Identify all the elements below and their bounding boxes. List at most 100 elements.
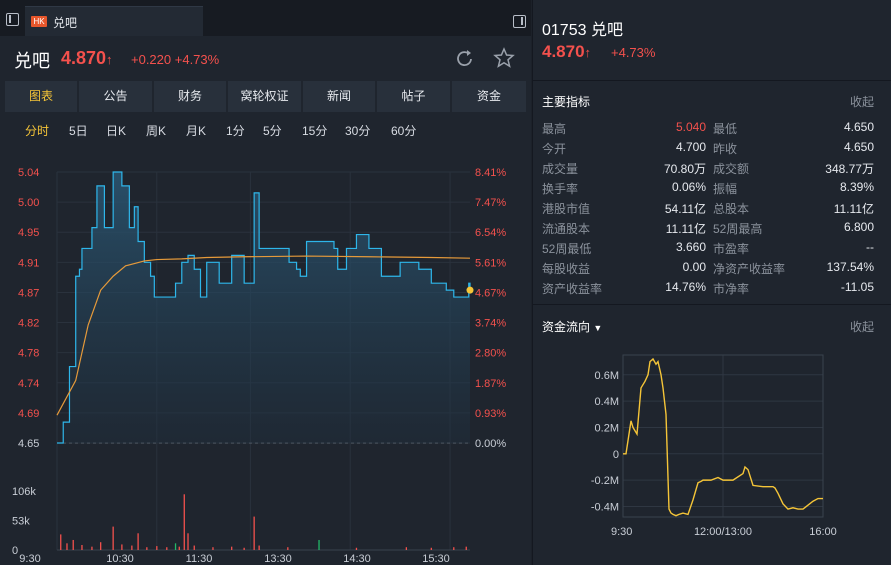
tab-posts[interactable]: 帖子 (377, 81, 450, 112)
flow-x-label: 12:00/13:00 (694, 526, 752, 538)
tab-warrants[interactable]: 窝轮权证 (228, 81, 301, 112)
y-pct-label: 8.41% (475, 167, 506, 179)
hk-badge: HK (31, 16, 47, 27)
last-price-dot (466, 286, 474, 294)
metric-label: 成交量 (542, 162, 579, 176)
toggle-left-panel-icon[interactable] (6, 13, 19, 26)
metric-label: 最高 (542, 122, 567, 136)
price-change: +0.220 +4.73% (131, 52, 220, 67)
tab-announcements[interactable]: 公告 (79, 81, 152, 112)
metrics-collapse-link[interactable]: 收起 (849, 95, 874, 109)
average-line (56, 255, 471, 416)
tab-financials[interactable]: 财务 (154, 81, 226, 112)
y-price-label: 4.65 (18, 438, 39, 450)
metric-label: 流通股本 (542, 222, 591, 236)
flow-y-label: -0.2M (591, 475, 619, 487)
tab-label: 兑吧 (53, 16, 78, 30)
intraday-chart[interactable]: 5.04 8.41% 5.00 7.47% 4.95 6.54% 4.91 5.61% 4.87… (0, 150, 531, 565)
y-pct-label: 4.67% (475, 287, 506, 299)
period-15min[interactable]: 15分 (302, 124, 328, 138)
tab-news[interactable]: 新闻 (303, 81, 375, 112)
period-60min[interactable]: 60分 (391, 124, 417, 138)
metric-value: 6.800 (843, 220, 874, 234)
y-price-label: 5.04 (18, 167, 39, 179)
metric-label: 昨收 (713, 142, 738, 156)
metric-value: 137.54% (826, 260, 874, 274)
y-pct-label: 5.61% (475, 257, 506, 269)
metric-label: 52周最高 (713, 222, 763, 236)
metric-value: 54.11亿 (664, 202, 706, 216)
y-pct-label: 3.74% (475, 318, 506, 330)
stock-code-title: 01753 兑吧 (542, 22, 623, 39)
nav-tabs: 图表 公告 财务 窝轮权证 新闻 帖子 资金 (5, 81, 526, 112)
metric-value: 11.11亿 (833, 202, 874, 216)
flow-y-label: -0.4M (591, 501, 619, 513)
y-pct-label: 0.93% (475, 408, 506, 420)
metric-label: 今开 (542, 142, 567, 156)
metric-value: 4.700 (675, 140, 706, 154)
y-pct-label: 7.47% (475, 197, 506, 209)
metric-value: 0.00 (682, 260, 706, 274)
y-price-label: 4.69 (18, 408, 39, 420)
flow-y-label: 0.6M (595, 370, 619, 382)
metric-label: 市盈率 (713, 242, 750, 256)
metric-label: 换手率 (542, 182, 579, 196)
volume-y-label: 106k (12, 486, 36, 498)
period-weekly[interactable]: 周K (146, 124, 167, 138)
y-pct-label: 2.80% (475, 348, 506, 360)
x-time-label: 9:30 (19, 553, 40, 565)
metric-value: -- (866, 240, 874, 254)
metric-value: 0.06% (671, 180, 706, 194)
flow-title[interactable]: 资金流向 ▼ (542, 320, 603, 334)
period-intraday[interactable]: 分时 (25, 124, 50, 138)
metric-value: 8.39% (839, 180, 874, 194)
star-icon[interactable] (493, 47, 515, 69)
metric-label: 净资产收益率 (713, 262, 786, 276)
period-monthly[interactable]: 月K (186, 124, 207, 138)
dropdown-caret-icon: ▼ (593, 323, 603, 333)
period-1min[interactable]: 1分 (226, 124, 245, 138)
metric-label: 最低 (713, 122, 738, 136)
price-area (57, 172, 470, 443)
volume-y-label: 0 (12, 545, 18, 557)
period-5day[interactable]: 5日 (69, 124, 88, 138)
period-5min[interactable]: 5分 (263, 124, 282, 138)
y-price-label: 4.82 (18, 318, 39, 330)
metric-value: 4.650 (843, 120, 874, 134)
stock-tab[interactable]: HK 兑吧 (25, 6, 203, 36)
metric-value: 70.80万 (663, 162, 706, 176)
flow-y-label: 0.4M (595, 396, 619, 408)
y-price-label: 4.78 (18, 348, 39, 360)
flow-x-label: 16:00 (809, 526, 837, 538)
x-time-label: 14:30 (343, 553, 371, 565)
divider (533, 80, 891, 81)
volume-y-label: 53k (12, 515, 30, 527)
metric-label: 市净率 (713, 282, 750, 296)
period-daily[interactable]: 日K (106, 124, 127, 138)
divider (533, 304, 891, 305)
y-price-label: 4.87 (18, 287, 39, 299)
tab-capital[interactable]: 资金 (452, 81, 526, 112)
flow-y-label: 0 (613, 449, 619, 461)
toggle-right-panel-icon[interactable] (513, 15, 526, 28)
metric-value: 11.11亿 (665, 222, 706, 236)
stock-name: 兑吧 (14, 51, 50, 71)
period-30min[interactable]: 30分 (345, 124, 371, 138)
right-change-pct: +4.73% (611, 45, 656, 60)
y-price-label: 4.74 (18, 378, 39, 390)
metric-value: 348.77万 (825, 162, 874, 176)
capital-flow-chart: 0.6M 0.4M 0.2M 0 -0.2M -0.4M 9:30 12:00/13:00 16… (591, 354, 837, 538)
x-time-label: 15:30 (422, 553, 450, 565)
y-pct-label: 1.87% (475, 378, 506, 390)
metrics-title: 主要指标 (542, 95, 591, 109)
metric-label: 每股收益 (542, 262, 591, 276)
metric-value: -11.05 (840, 280, 874, 294)
x-time-label: 10:30 (106, 553, 134, 565)
tab-chart[interactable]: 图表 (5, 81, 77, 112)
flow-collapse-link[interactable]: 收起 (849, 320, 874, 334)
y-price-label: 5.00 (18, 197, 39, 209)
metric-value: 5.040 (675, 120, 706, 134)
metric-label: 成交额 (713, 162, 750, 176)
refresh-icon[interactable] (454, 48, 476, 70)
x-time-label: 13:30 (264, 553, 292, 565)
